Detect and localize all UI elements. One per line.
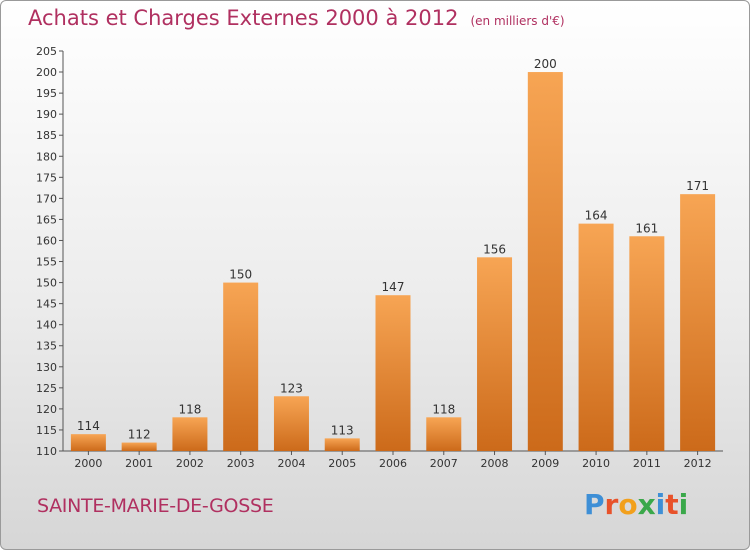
- y-tick-label: 130: [36, 361, 57, 374]
- y-tick-label: 115: [36, 424, 57, 437]
- unit-note: (en milliers d'€): [470, 14, 565, 28]
- bar-2006: [375, 295, 411, 451]
- bar-2007: [426, 417, 462, 451]
- bar-value-label: 147: [382, 280, 405, 294]
- y-tick-label: 135: [36, 340, 57, 353]
- chart-title: Achats et Charges Externes 2000 à 2012 (e…: [28, 6, 565, 30]
- y-tick-label: 120: [36, 403, 57, 416]
- y-tick-label: 150: [36, 277, 57, 290]
- x-tick-label: 2012: [684, 457, 712, 470]
- bar-value-label: 171: [686, 179, 709, 193]
- y-tick-label: 175: [36, 171, 57, 184]
- commune-name: SAINTE-MARIE-DE-GOSSE: [37, 495, 274, 517]
- x-tick-label: 2005: [328, 457, 356, 470]
- bar-value-label: 150: [229, 268, 252, 282]
- y-tick-label: 110: [36, 445, 57, 458]
- y-tick-label: 200: [36, 66, 57, 79]
- bar-value-label: 114: [77, 419, 100, 433]
- y-tick-label: 205: [36, 45, 57, 58]
- bar-value-label: 156: [483, 242, 506, 256]
- x-tick-label: 2010: [582, 457, 610, 470]
- bar-value-label: 161: [635, 221, 658, 235]
- bar-2008: [477, 257, 513, 451]
- x-tick-label: 2001: [125, 457, 153, 470]
- y-tick-label: 195: [36, 87, 57, 100]
- x-tick-label: 2011: [633, 457, 661, 470]
- y-tick-label: 185: [36, 129, 57, 142]
- bar-2000: [70, 434, 106, 451]
- y-tick-label: 190: [36, 108, 57, 121]
- bar-2010: [578, 223, 614, 451]
- bar-2003: [223, 282, 259, 451]
- bar-2005: [324, 438, 360, 451]
- x-tick-label: 2003: [227, 457, 255, 470]
- bar-2002: [172, 417, 208, 451]
- y-tick-label: 160: [36, 234, 57, 247]
- bar-value-label: 200: [534, 57, 557, 71]
- bar-2001: [121, 442, 157, 451]
- bar-chart: 110 115 120 125 130 135 140 145 150 155 160 165 170 1…: [36, 45, 723, 470]
- y-tick-label: 145: [36, 298, 57, 311]
- axes: 110 115 120 125 130 135 140 145 150 155 160 165 170 1…: [36, 45, 723, 470]
- x-tick-label: 2004: [277, 457, 305, 470]
- bar-2009: [527, 72, 563, 451]
- bar-value-label: 164: [585, 209, 608, 223]
- proxiti-logo[interactable]: Proxiti: [584, 488, 689, 521]
- bar-value-label: 118: [178, 402, 201, 416]
- y-tick-label: 125: [36, 382, 57, 395]
- x-tick-label: 2002: [176, 457, 204, 470]
- bar-value-label: 123: [280, 381, 303, 395]
- x-tick-label: 2007: [430, 457, 458, 470]
- x-tick-label: 2008: [481, 457, 509, 470]
- bars: 114 112 118 150 123 113 147 118 156 200 164 161 171: [70, 57, 716, 451]
- chart-title-text: Achats et Charges Externes 2000 à 2012: [28, 6, 459, 30]
- bar-value-label: 112: [128, 428, 151, 442]
- y-tick-label: 165: [36, 213, 57, 226]
- bar-2004: [273, 396, 309, 451]
- bar-value-label: 118: [432, 402, 455, 416]
- bar-2012: [680, 194, 716, 451]
- y-tick-label: 180: [36, 150, 57, 163]
- y-tick-label: 155: [36, 256, 57, 269]
- y-tick-label: 140: [36, 319, 57, 332]
- x-tick-label: 2006: [379, 457, 407, 470]
- bar-value-label: 113: [331, 423, 354, 437]
- x-tick-label: 2009: [531, 457, 559, 470]
- x-tick-label: 2000: [74, 457, 102, 470]
- y-tick-label: 170: [36, 192, 57, 205]
- bar-2011: [629, 236, 665, 451]
